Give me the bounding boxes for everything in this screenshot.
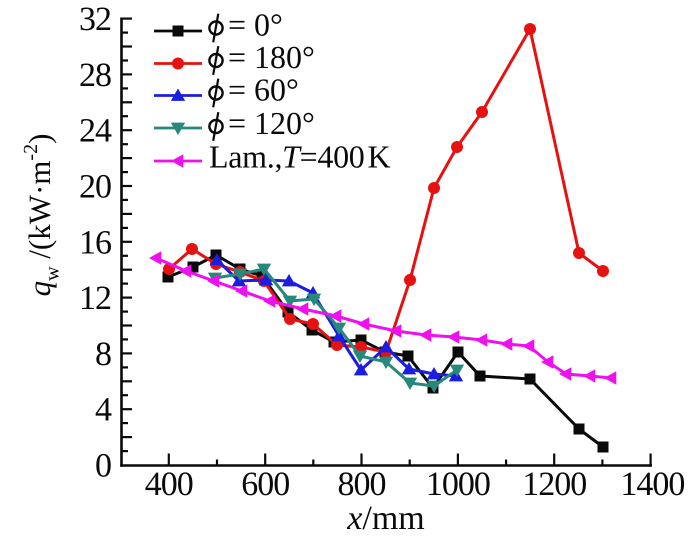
- svg-text:12: 12: [79, 280, 111, 317]
- svg-text:qw /(kW·m-2): qw /(kW·m-2): [20, 134, 64, 297]
- svg-text:32: 32: [79, 1, 111, 38]
- svg-text:= 60°: = 60°: [228, 72, 299, 108]
- svg-text:600: 600: [241, 466, 289, 503]
- svg-text:= 0°: = 0°: [228, 7, 283, 43]
- svg-text:1400: 1400: [620, 466, 684, 503]
- svg-text:800: 800: [338, 466, 386, 503]
- svg-text:x/mm: x/mm: [346, 500, 424, 537]
- svg-text:24: 24: [79, 113, 112, 150]
- svg-text:4: 4: [95, 392, 112, 429]
- svg-text:8: 8: [95, 336, 111, 373]
- svg-text:0: 0: [95, 448, 111, 485]
- svg-text:400: 400: [145, 466, 193, 503]
- svg-text:= 120°: = 120°: [228, 105, 315, 141]
- svg-text:1000: 1000: [426, 466, 490, 503]
- svg-text:28: 28: [79, 57, 111, 94]
- svg-text:16: 16: [79, 224, 111, 261]
- svg-text:20: 20: [79, 169, 111, 206]
- svg-text:Lam.,T=400K: Lam.,T=400K: [209, 139, 391, 175]
- svg-text:1200: 1200: [522, 466, 586, 503]
- svg-text:= 180°: = 180°: [228, 39, 315, 75]
